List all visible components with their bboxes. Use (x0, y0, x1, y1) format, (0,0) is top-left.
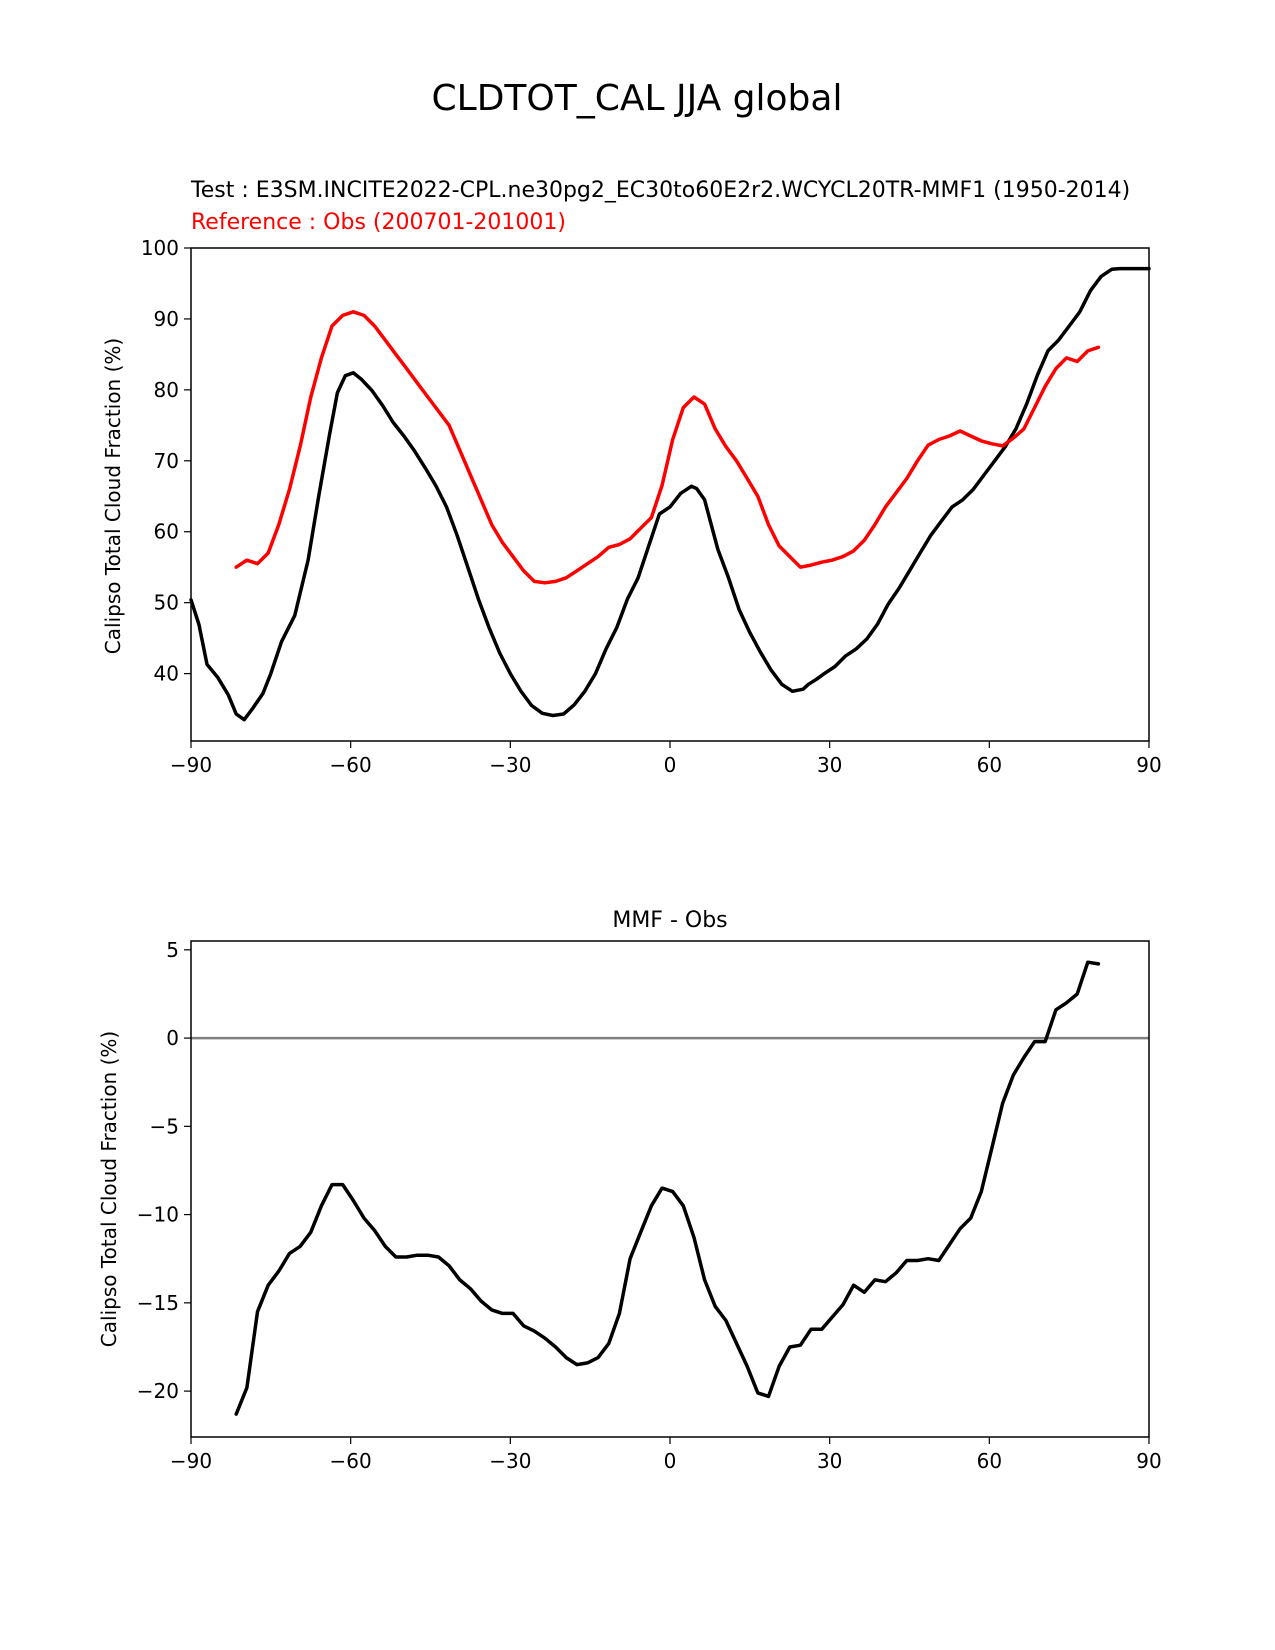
axis-ticks: −90 −60 −30 0 30 60 90 5 0 −5 −10 −15 −20 (137, 938, 1162, 1473)
y-tick-label: 90 (154, 307, 179, 331)
y-tick-label: 40 (154, 662, 179, 686)
y-axis-label: Calipso Total Cloud Fraction (%) (101, 338, 125, 654)
y-tick-label: 100 (141, 236, 179, 260)
x-tick-label: −30 (489, 753, 531, 777)
x-tick-label: 90 (1136, 1449, 1161, 1473)
test-title: Test : E3SM.INCITE2022-CPL.ne30pg2_EC30t… (190, 178, 1130, 203)
x-tick-label: −90 (170, 1449, 212, 1473)
x-tick-label: 90 (1136, 753, 1161, 777)
figure-suptitle: CLDTOT_CAL JJA global (432, 78, 843, 119)
y-tick-label: −10 (137, 1203, 179, 1227)
y-tick-label: −5 (150, 1114, 179, 1138)
x-tick-label: −60 (330, 1449, 372, 1473)
x-tick-label: −90 (170, 753, 212, 777)
x-tick-label: 30 (817, 1449, 842, 1473)
y-tick-label: −15 (137, 1291, 179, 1315)
bottom-panel: MMF - Obs Calipso Total Cloud Fraction (… (97, 908, 1162, 1473)
y-tick-label: 70 (154, 449, 179, 473)
top-panel: Test : E3SM.INCITE2022-CPL.ne30pg2_EC30t… (101, 178, 1162, 777)
difference-title: MMF - Obs (612, 908, 727, 933)
axes-frame (190, 940, 1150, 1438)
y-axis-label: Calipso Total Cloud Fraction (%) (97, 1031, 121, 1347)
y-tick-label: 0 (166, 1026, 179, 1050)
axis-ticks: −90 −60 −30 0 30 60 90 40 50 60 70 80 90 100 (141, 236, 1162, 777)
x-tick-label: 60 (977, 1449, 1002, 1473)
series-line-mmf-obs (234, 960, 1101, 1416)
y-tick-label: −20 (137, 1379, 179, 1403)
x-tick-label: 30 (817, 753, 842, 777)
x-tick-label: 0 (664, 753, 677, 777)
x-tick-label: −60 (330, 753, 372, 777)
series-line-test (189, 266, 1151, 722)
y-tick-label: 80 (154, 378, 179, 402)
y-tick-label: 5 (166, 938, 179, 962)
plot-area (191, 960, 1149, 1416)
y-tick-label: 50 (154, 591, 179, 615)
axes-frame (190, 247, 1150, 742)
reference-title: Reference : Obs (200701-201001) (191, 210, 566, 235)
x-tick-label: 0 (664, 1449, 677, 1473)
series-line-reference (234, 310, 1101, 585)
plot-area (189, 266, 1151, 722)
x-tick-label: −30 (489, 1449, 531, 1473)
y-tick-label: 60 (154, 520, 179, 544)
x-tick-label: 60 (977, 753, 1002, 777)
